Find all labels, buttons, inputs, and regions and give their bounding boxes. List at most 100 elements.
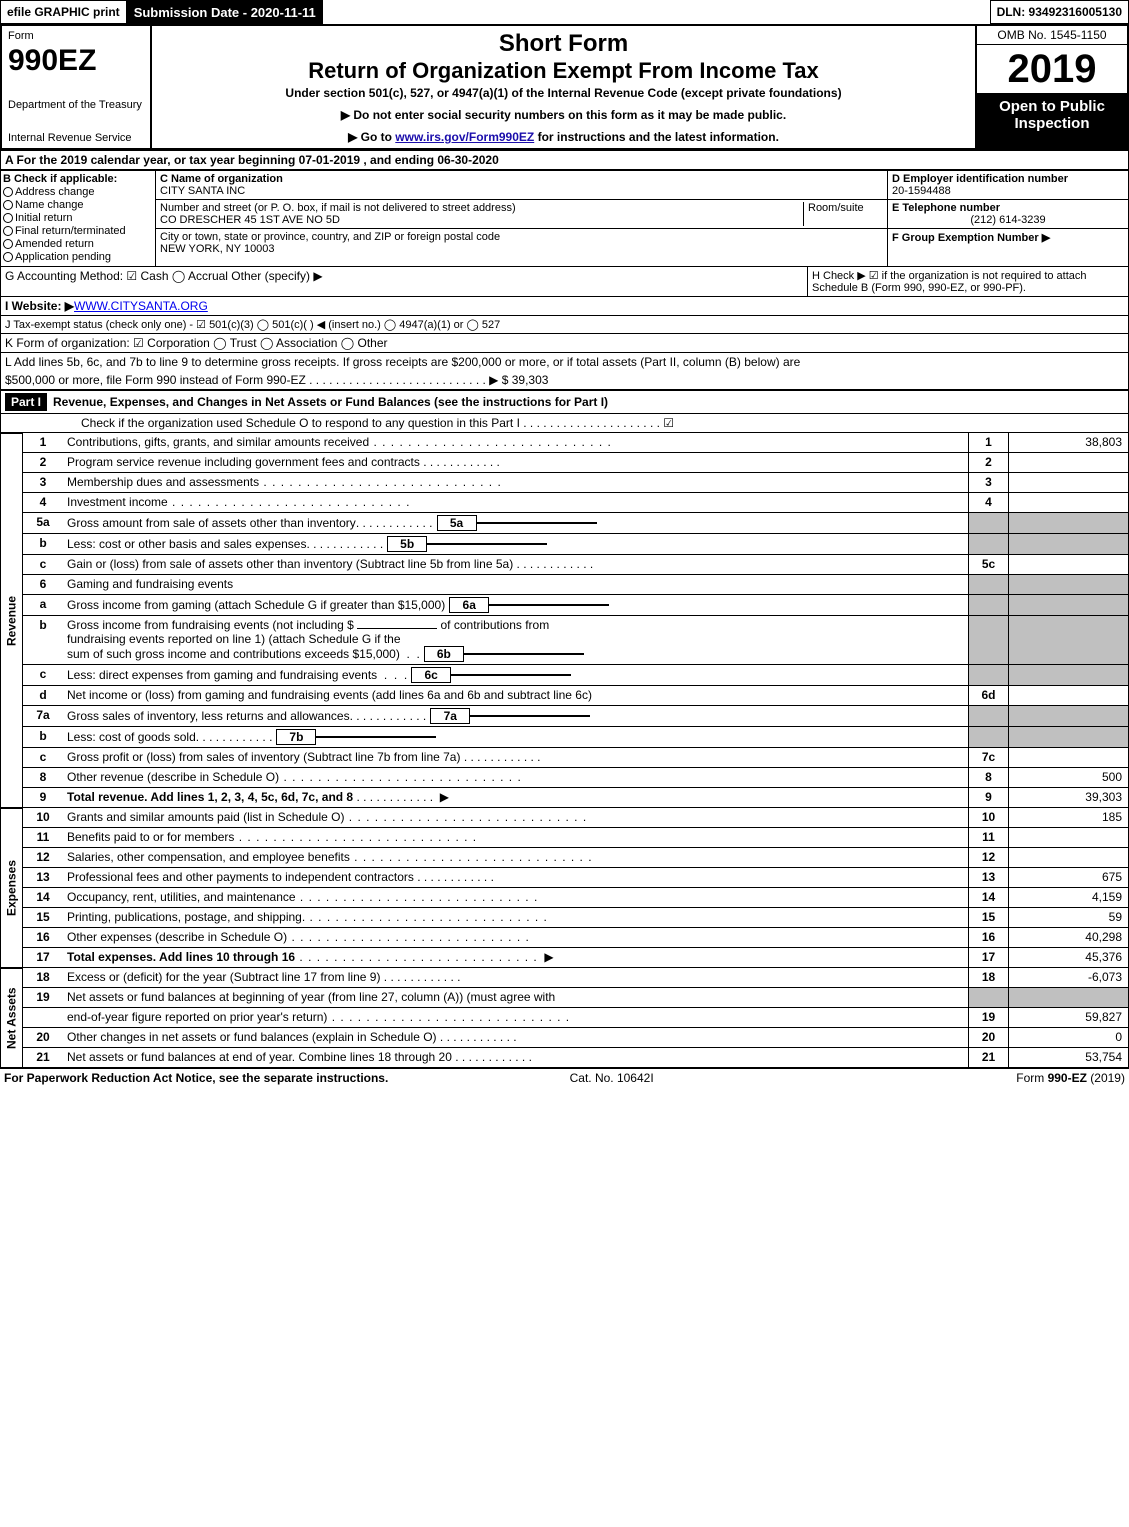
section-ref: Under section 501(c), 527, or 4947(a)(1)… (156, 86, 971, 100)
line-10-value: 185 (1008, 808, 1128, 827)
form-header: Form 990EZ Department of the Treasury In… (0, 24, 1129, 150)
part-1-check-row: Check if the organization used Schedule … (0, 414, 1129, 433)
line-19-part1: 19 Net assets or fund balances at beginn… (22, 988, 1129, 1008)
goto-link[interactable]: www.irs.gov/Form990EZ (395, 130, 534, 144)
col-c-org-name-addr: C Name of organization CITY SANTA INC Nu… (156, 171, 888, 266)
website-link[interactable]: WWW.CITYSANTA.ORG (74, 299, 208, 313)
line-6: 6 Gaming and fundraising events (22, 575, 1129, 595)
org-name-label: C Name of organization (160, 173, 283, 185)
city-row: City or town, state or province, country… (156, 229, 887, 257)
line-2: 2 Program service revenue including gove… (22, 453, 1129, 473)
addr-row: Number and street (or P. O. box, if mail… (156, 200, 887, 229)
row-l-gross-receipts: L Add lines 5b, 6c, and 7b to line 9 to … (0, 353, 1129, 390)
line-4: 4 Investment income 4 (22, 493, 1129, 513)
line-17: 17 Total expenses. Add lines 10 through … (22, 948, 1129, 968)
revenue-section: Revenue 1 Contributions, gifts, grants, … (0, 433, 1129, 808)
addr-value: CO DRESCHER 45 1ST AVE NO 5D (160, 214, 340, 226)
line-g-accounting: G Accounting Method: ☑ Cash ◯ Accrual Ot… (1, 267, 808, 296)
line-14-value: 4,159 (1008, 888, 1128, 907)
line-2-value (1008, 453, 1128, 472)
city-value: NEW YORK, NY 10003 (160, 243, 275, 255)
room-suite-label: Room/suite (803, 202, 883, 226)
line-3: 3 Membership dues and assessments 3 (22, 473, 1129, 493)
line-8-value: 500 (1008, 768, 1128, 787)
omb-number: OMB No. 1545-1150 (977, 26, 1127, 45)
part-1-check-text: Check if the organization used Schedule … (1, 414, 1128, 432)
right-header-cell: OMB No. 1545-1150 2019 Open to Public In… (977, 26, 1127, 148)
line-k: K Form of organization: ☑ Corporation ◯ … (1, 334, 392, 352)
ein-label: D Employer identification number (892, 173, 1068, 185)
addr-label: Number and street (or P. O. box, if mail… (160, 202, 516, 214)
line-20-value: 0 (1008, 1028, 1128, 1047)
tel-label: E Telephone number (892, 202, 1000, 214)
line-15-value: 59 (1008, 908, 1128, 927)
line-3-value (1008, 473, 1128, 492)
net-assets-section: Net Assets 18 Excess or (deficit) for th… (0, 968, 1129, 1068)
cat-number: Cat. No. 10642I (570, 1071, 654, 1085)
part-1-title: Revenue, Expenses, and Changes in Net As… (53, 395, 608, 409)
line-11: 11 Benefits paid to or for members 11 (22, 828, 1129, 848)
form-word: Form (8, 30, 144, 42)
part-1-header-row: Part I Revenue, Expenses, and Changes in… (0, 390, 1129, 414)
page-footer: For Paperwork Reduction Act Notice, see … (0, 1068, 1129, 1087)
ein-block: D Employer identification number 20-1594… (888, 171, 1128, 200)
line-5c-value (1008, 555, 1128, 574)
title-cell: Short Form Return of Organization Exempt… (152, 26, 977, 148)
line-6d-value (1008, 686, 1128, 705)
chk-final-return[interactable]: Final return/terminated (3, 225, 153, 237)
line-16: 16 Other expenses (describe in Schedule … (22, 928, 1129, 948)
line-6d: d Net income or (loss) from gaming and f… (22, 686, 1129, 706)
form-id-cell: Form 990EZ Department of the Treasury In… (2, 26, 152, 148)
line-7a: 7a Gross sales of inventory, less return… (22, 706, 1129, 727)
irs-label: Internal Revenue Service (8, 132, 144, 144)
website-label: I Website: ▶ (5, 299, 74, 313)
goto-pre: ▶ Go to (348, 130, 395, 144)
group-exemption-label: F Group Exemption Number ▶ (892, 232, 1050, 244)
line-7b: b Less: cost of goods sold 7b (22, 727, 1129, 748)
line-7c-value (1008, 748, 1128, 767)
line-j: J Tax-exempt status (check only one) - ☑… (1, 316, 504, 333)
line-9-value: 39,303 (1008, 788, 1128, 807)
tax-year: 2019 (977, 45, 1127, 94)
chk-address-change[interactable]: Address change (3, 186, 153, 198)
line-7c: c Gross profit or (loss) from sales of i… (22, 748, 1129, 768)
tel-value: (212) 614-3239 (892, 214, 1124, 226)
revenue-side-label: Revenue (0, 433, 22, 808)
col-d-ein-tel: D Employer identification number 20-1594… (888, 171, 1128, 266)
org-name: CITY SANTA INC (160, 185, 245, 197)
chk-initial-return[interactable]: Initial return (3, 212, 153, 224)
line-13-value: 675 (1008, 868, 1128, 887)
net-assets-side-label: Net Assets (0, 968, 22, 1068)
line-19-part2: end-of-year figure reported on prior yea… (22, 1008, 1129, 1028)
line-20: 20 Other changes in net assets or fund b… (22, 1028, 1129, 1048)
line-h-schedule-b: H Check ▶ ☑ if the organization is not r… (808, 267, 1128, 296)
open-public-inspection: Open to Public Inspection (977, 94, 1127, 148)
expenses-side-label: Expenses (0, 808, 22, 968)
chk-name-change[interactable]: Name change (3, 199, 153, 211)
line-19-value: 59,827 (1008, 1008, 1128, 1027)
line-4-value (1008, 493, 1128, 512)
chk-amended-return[interactable]: Amended return (3, 238, 153, 250)
part-1-label: Part I (5, 393, 47, 411)
expenses-section: Expenses 10 Grants and similar amounts p… (0, 808, 1129, 968)
chk-application-pending[interactable]: Application pending (3, 251, 153, 263)
line-6b: b Gross income from fundraising events (… (22, 616, 1129, 665)
return-title: Return of Organization Exempt From Incom… (156, 58, 971, 84)
line-l-2: $500,000 or more, file Form 990 instead … (1, 371, 1128, 389)
col-b-title: B Check if applicable: (3, 173, 153, 185)
form-number: 990EZ (8, 44, 144, 78)
row-k-form-org: K Form of organization: ☑ Corporation ◯ … (0, 334, 1129, 353)
line-l-1: L Add lines 5b, 6c, and 7b to line 9 to … (1, 353, 1128, 371)
line-18-value: -6,073 (1008, 968, 1128, 987)
row-g-h: G Accounting Method: ☑ Cash ◯ Accrual Ot… (0, 267, 1129, 297)
submission-date-box: Submission Date - 2020-11-11 (127, 0, 323, 24)
goto-line: ▶ Go to www.irs.gov/Form990EZ for instru… (156, 130, 971, 144)
org-name-row: C Name of organization CITY SANTA INC (156, 171, 887, 200)
line-6c: c Less: direct expenses from gaming and … (22, 665, 1129, 686)
row-i-website: I Website: ▶WWW.CITYSANTA.ORG (0, 297, 1129, 316)
dln-box: DLN: 93492316005130 (990, 0, 1129, 24)
efile-print-box[interactable]: efile GRAPHIC print (0, 0, 127, 24)
short-form-title: Short Form (156, 30, 971, 58)
dept-treasury: Department of the Treasury (8, 99, 144, 111)
line-12: 12 Salaries, other compensation, and emp… (22, 848, 1129, 868)
